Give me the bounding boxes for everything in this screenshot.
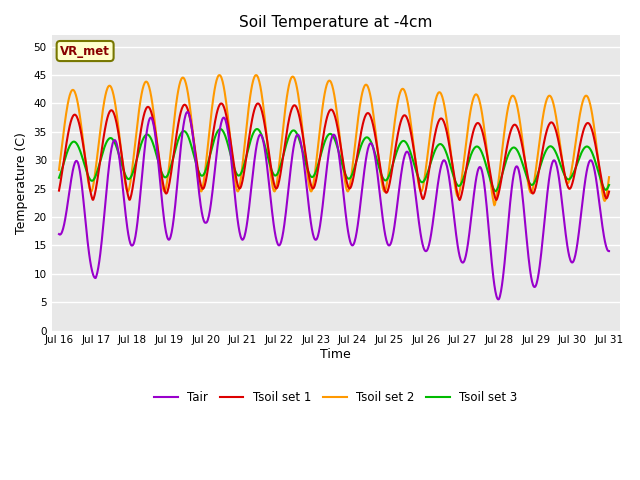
- Text: VR_met: VR_met: [60, 45, 110, 58]
- X-axis label: Time: Time: [321, 348, 351, 361]
- Legend: Tair, Tsoil set 1, Tsoil set 2, Tsoil set 3: Tair, Tsoil set 1, Tsoil set 2, Tsoil se…: [149, 387, 522, 409]
- Y-axis label: Temperature (C): Temperature (C): [15, 132, 28, 234]
- Title: Soil Temperature at -4cm: Soil Temperature at -4cm: [239, 15, 433, 30]
